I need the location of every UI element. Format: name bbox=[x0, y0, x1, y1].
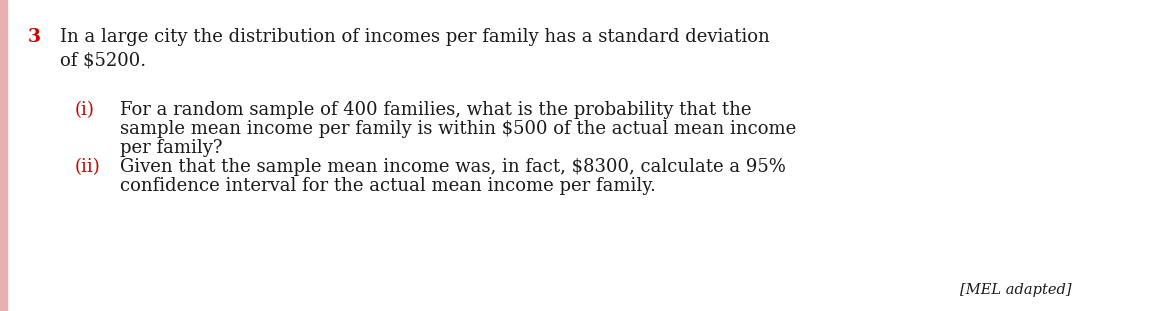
Text: (i): (i) bbox=[75, 101, 95, 119]
Text: confidence interval for the actual mean income per family.: confidence interval for the actual mean … bbox=[120, 177, 656, 195]
Text: per family?: per family? bbox=[120, 139, 223, 157]
Text: 3: 3 bbox=[28, 28, 41, 46]
Text: Given that the sample mean income was, in fact, $8300, calculate a 95%: Given that the sample mean income was, i… bbox=[120, 158, 786, 176]
Text: of $5200.: of $5200. bbox=[60, 51, 146, 69]
Text: [MEL adapted]: [MEL adapted] bbox=[960, 283, 1071, 297]
Text: For a random sample of 400 families, what is the probability that the: For a random sample of 400 families, wha… bbox=[120, 101, 751, 119]
Bar bbox=[0, 0, 7, 311]
Text: In a large city the distribution of incomes per family has a standard deviation: In a large city the distribution of inco… bbox=[60, 28, 770, 46]
Text: (ii): (ii) bbox=[75, 158, 101, 176]
Text: sample mean income per family is within $500 of the actual mean income: sample mean income per family is within … bbox=[120, 120, 796, 138]
